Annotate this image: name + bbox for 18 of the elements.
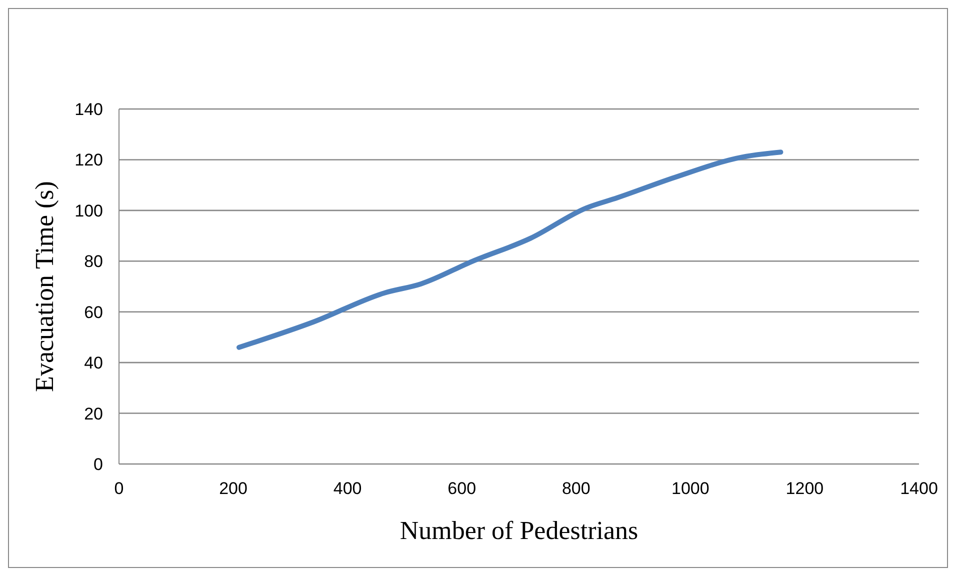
y-tick-label: 40 [84,354,103,373]
x-axis-title: Number of Pedestrians [400,516,638,545]
y-tick-label: 0 [94,455,103,474]
x-tick-label: 1400 [900,479,938,498]
x-tick-label: 1000 [672,479,710,498]
x-tick-label: 1200 [786,479,824,498]
x-tick-label: 600 [448,479,476,498]
y-tick-label: 120 [74,150,103,170]
x-tick-label: 800 [562,479,590,498]
x-tick-label: 0 [114,479,124,498]
x-tick-label: 200 [219,479,248,498]
x-tick-label: 400 [333,479,362,498]
y-tick-label: 80 [84,252,103,272]
y-tick-label: 20 [84,404,103,424]
y-axis-title: Evacuation Time (s) [30,181,60,392]
y-tick-label: 140 [74,100,103,120]
y-tick-label: 100 [74,201,103,220]
y-tick-label: 60 [84,302,103,322]
